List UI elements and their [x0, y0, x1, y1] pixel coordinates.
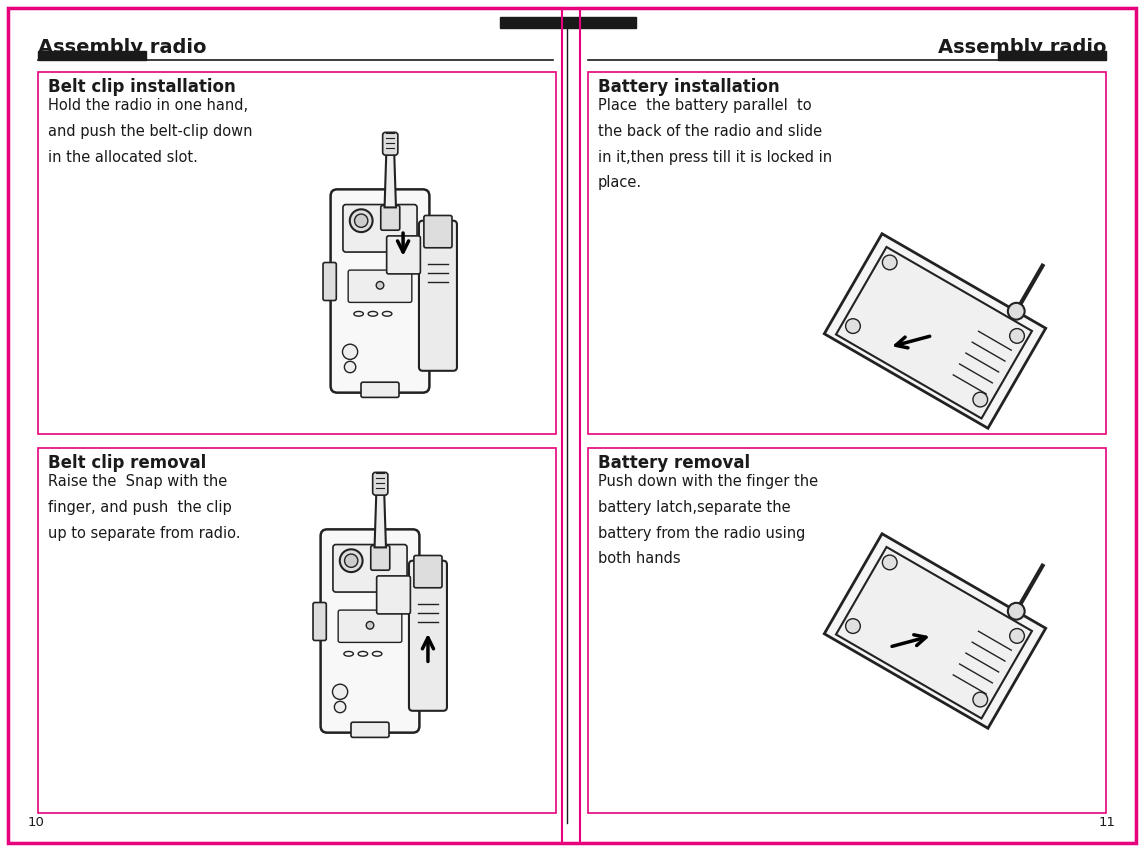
Polygon shape: [836, 547, 1032, 718]
Circle shape: [344, 554, 358, 568]
Bar: [998, 51, 1106, 60]
FancyBboxPatch shape: [333, 545, 407, 592]
Text: Battery removal: Battery removal: [598, 454, 750, 472]
Circle shape: [342, 344, 358, 359]
FancyBboxPatch shape: [343, 204, 418, 252]
FancyBboxPatch shape: [376, 576, 411, 614]
Circle shape: [344, 362, 356, 373]
Text: Assembly radio: Assembly radio: [937, 38, 1106, 57]
FancyBboxPatch shape: [419, 220, 456, 371]
FancyBboxPatch shape: [371, 545, 390, 570]
Circle shape: [972, 692, 987, 707]
Text: Belt clip removal: Belt clip removal: [48, 454, 206, 472]
Circle shape: [845, 619, 860, 633]
FancyBboxPatch shape: [382, 133, 398, 155]
FancyBboxPatch shape: [348, 270, 412, 302]
Circle shape: [972, 392, 987, 407]
FancyBboxPatch shape: [323, 262, 336, 300]
Text: Battery installation: Battery installation: [598, 78, 779, 96]
Circle shape: [333, 684, 348, 700]
Circle shape: [350, 209, 373, 232]
FancyBboxPatch shape: [320, 529, 420, 733]
Circle shape: [366, 621, 374, 629]
Circle shape: [1008, 603, 1025, 620]
FancyBboxPatch shape: [331, 190, 429, 392]
Circle shape: [845, 319, 860, 334]
Text: Raise the  Snap with the
finger, and push  the clip
up to separate from radio.: Raise the Snap with the finger, and push…: [48, 474, 240, 540]
Text: Assembly radio: Assembly radio: [38, 38, 207, 57]
Polygon shape: [384, 147, 396, 208]
Bar: [588, 448, 1106, 813]
Text: Push down with the finger the
battery latch,separate the
battery from the radio : Push down with the finger the battery la…: [598, 474, 818, 567]
Polygon shape: [825, 534, 1046, 728]
Bar: [38, 51, 146, 60]
FancyBboxPatch shape: [408, 561, 447, 711]
Bar: [8, 8, 562, 843]
Circle shape: [1008, 303, 1025, 320]
Bar: [588, 72, 1106, 434]
Polygon shape: [825, 234, 1046, 428]
Circle shape: [340, 549, 363, 572]
FancyBboxPatch shape: [362, 382, 399, 397]
Text: Belt clip installation: Belt clip installation: [48, 78, 236, 96]
Polygon shape: [836, 247, 1032, 419]
Bar: [38, 448, 556, 813]
FancyBboxPatch shape: [387, 236, 420, 274]
Circle shape: [882, 555, 897, 570]
Text: 10: 10: [27, 816, 45, 829]
Circle shape: [376, 282, 383, 289]
Text: Place  the battery parallel  to
the back of the radio and slide
in it,then press: Place the battery parallel to the back o…: [598, 98, 832, 191]
FancyBboxPatch shape: [313, 603, 326, 641]
Bar: [500, 17, 636, 28]
FancyBboxPatch shape: [381, 205, 399, 231]
FancyBboxPatch shape: [414, 556, 442, 588]
Bar: [580, 8, 1136, 843]
Bar: [38, 72, 556, 434]
FancyBboxPatch shape: [424, 215, 452, 248]
Circle shape: [882, 255, 897, 270]
Circle shape: [1010, 328, 1024, 343]
Circle shape: [334, 701, 345, 712]
Polygon shape: [374, 488, 386, 547]
FancyBboxPatch shape: [339, 610, 402, 643]
Text: 11: 11: [1099, 816, 1117, 829]
FancyBboxPatch shape: [351, 722, 389, 738]
FancyBboxPatch shape: [373, 472, 388, 495]
Circle shape: [1010, 629, 1024, 643]
Circle shape: [355, 214, 368, 227]
Text: Hold the radio in one hand,
and push the belt-clip down
in the allocated slot.: Hold the radio in one hand, and push the…: [48, 98, 253, 164]
